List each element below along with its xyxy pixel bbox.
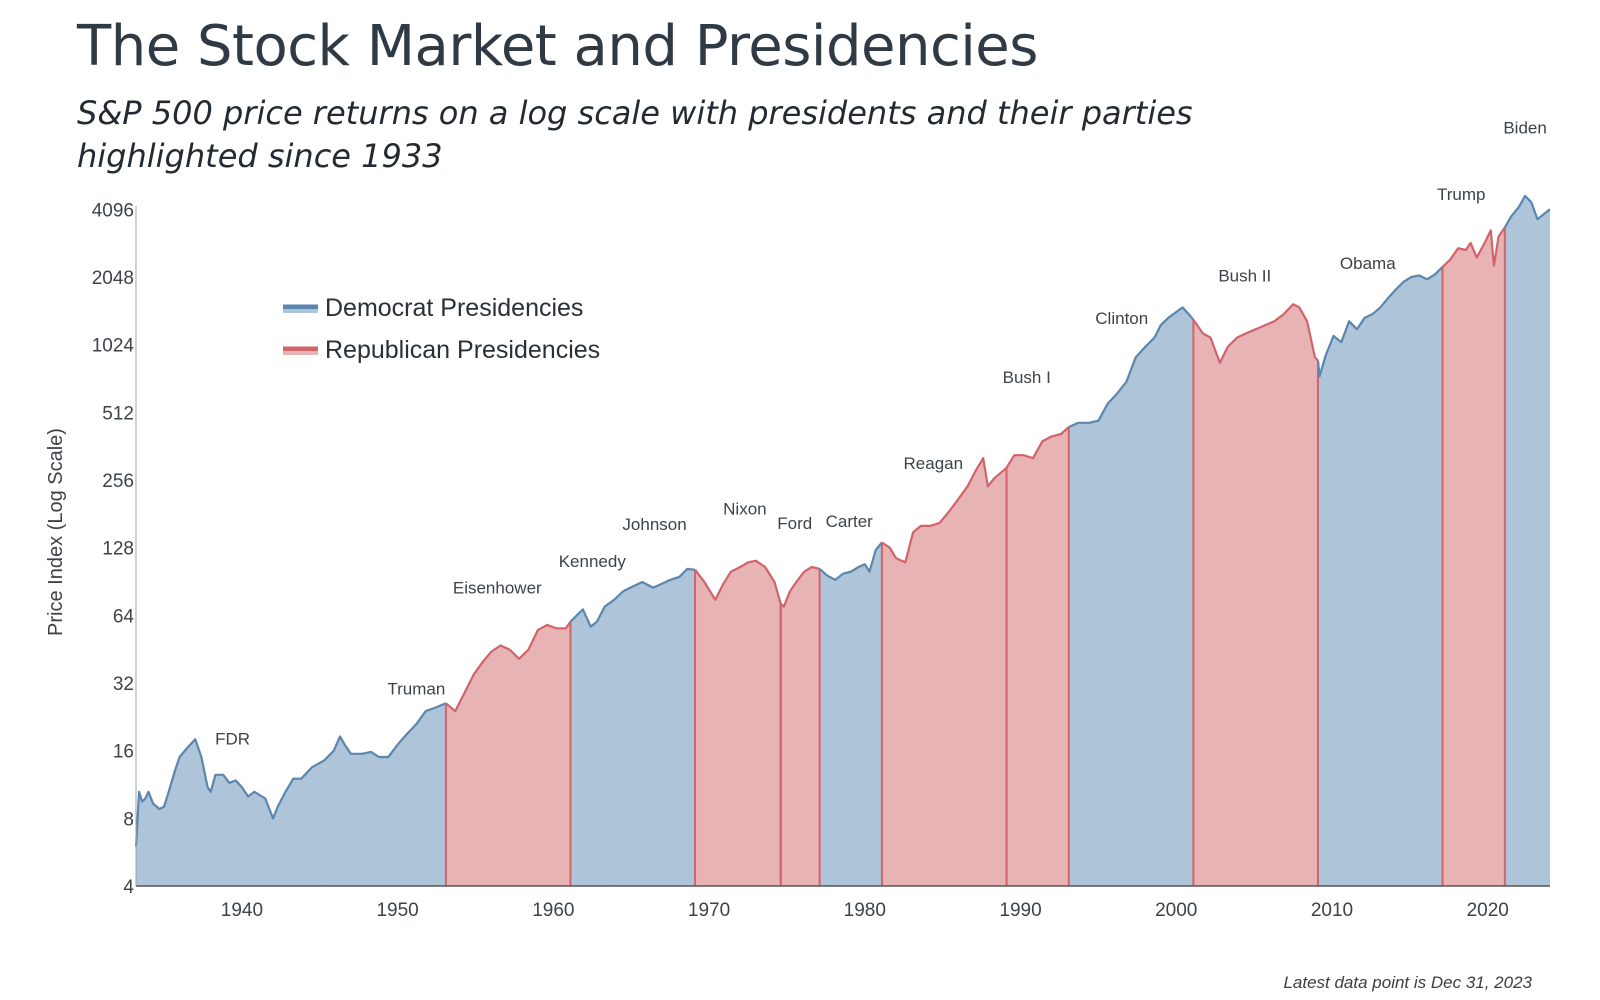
y-tick-label: 8 xyxy=(123,809,134,830)
line-bush-i xyxy=(1005,426,1070,469)
area-biden xyxy=(1504,195,1550,886)
y-tick-label: 4096 xyxy=(92,200,134,221)
presidency-dividers xyxy=(444,227,1506,886)
president-label: Nixon xyxy=(723,499,766,518)
president-label: Reagan xyxy=(904,454,964,473)
president-label: Truman xyxy=(387,679,445,698)
president-label: FDR xyxy=(215,730,250,749)
president-label: Kennedy xyxy=(559,552,627,571)
line-biden xyxy=(1503,194,1551,229)
y-tick-label: 64 xyxy=(113,606,135,627)
area-johnson xyxy=(614,568,696,886)
y-tick-label: 1024 xyxy=(92,336,135,357)
x-tick-label: 1980 xyxy=(844,900,886,921)
x-tick-label: 2000 xyxy=(1155,900,1197,921)
x-tick-label: 2010 xyxy=(1311,900,1353,921)
footnote: Latest data point is Dec 31, 2023 xyxy=(1283,973,1532,992)
president-label: Eisenhower xyxy=(453,579,542,598)
area-clinton xyxy=(1068,307,1194,886)
area-eisenhower xyxy=(445,621,571,886)
y-tick-label: 4 xyxy=(123,877,134,898)
y-tick-label: 16 xyxy=(113,742,134,763)
president-label: Carter xyxy=(826,512,874,531)
y-axis-title: Price Index (Log Scale) xyxy=(45,428,67,636)
y-tick-label: 256 xyxy=(102,471,134,492)
area-obama xyxy=(1318,266,1443,886)
president-labels: FDR Truman Eisenhower Kennedy Johnson Nixon Fo… xyxy=(215,119,1547,749)
area-carter xyxy=(819,542,882,886)
x-tick-label: 2020 xyxy=(1467,900,1509,921)
line-eisenhower xyxy=(445,620,572,713)
price-lines xyxy=(134,194,1551,847)
president-label: Obama xyxy=(1340,254,1396,273)
area-nixon xyxy=(695,560,781,886)
x-tick-label: 1990 xyxy=(999,900,1041,921)
line-johnson xyxy=(613,567,696,601)
line-obama xyxy=(1316,266,1444,378)
president-label: Clinton xyxy=(1095,309,1148,328)
x-tick-label: 1950 xyxy=(376,900,418,921)
line-trump xyxy=(1441,226,1506,268)
y-tick-label: 32 xyxy=(113,674,134,695)
area-trump xyxy=(1442,227,1505,886)
line-kennedy xyxy=(569,598,615,628)
area-kennedy xyxy=(570,599,615,886)
x-tick-label: 1960 xyxy=(532,900,574,921)
line-ford xyxy=(779,565,820,608)
line-bush-ii xyxy=(1192,303,1319,364)
president-label: Trump xyxy=(1437,185,1486,204)
president-label: Johnson xyxy=(622,515,686,534)
area-reagan xyxy=(881,458,1007,886)
y-tick-label: 2048 xyxy=(92,268,134,289)
page-title: The Stock Market and Presidencies xyxy=(77,14,1038,79)
line-fdr xyxy=(134,738,325,847)
y-tick-label: 512 xyxy=(102,403,134,424)
x-tick-label: 1940 xyxy=(221,900,263,921)
president-label: Biden xyxy=(1503,119,1546,138)
page-subtitle: S&P 500 price returns on a log scale wit… xyxy=(77,94,1193,175)
president-label: Bush I xyxy=(1003,368,1051,387)
axes: 4 8 16 32 64 128 256 512 1024 2048 4096 1940 1950 196… xyxy=(45,200,1550,921)
line-reagan xyxy=(881,457,1008,564)
president-label: Bush II xyxy=(1218,266,1271,285)
area-bush-i xyxy=(1006,427,1069,886)
x-tick-label: 1970 xyxy=(688,900,730,921)
presidency-fills xyxy=(136,195,1550,886)
legend: Democrat Presidencies Republican Presiden… xyxy=(283,294,600,364)
area-fdr xyxy=(136,739,325,886)
president-label: Ford xyxy=(777,514,812,533)
legend-label: Democrat Presidencies xyxy=(325,294,583,322)
legend-label: Republican Presidencies xyxy=(325,336,600,364)
line-truman xyxy=(323,702,447,762)
line-clinton xyxy=(1068,306,1195,429)
y-tick-label: 128 xyxy=(102,539,134,560)
line-carter xyxy=(818,541,883,581)
line-nixon xyxy=(694,559,782,605)
area-truman xyxy=(324,703,446,886)
area-ford xyxy=(780,567,820,886)
area-bush-ii xyxy=(1193,304,1318,886)
